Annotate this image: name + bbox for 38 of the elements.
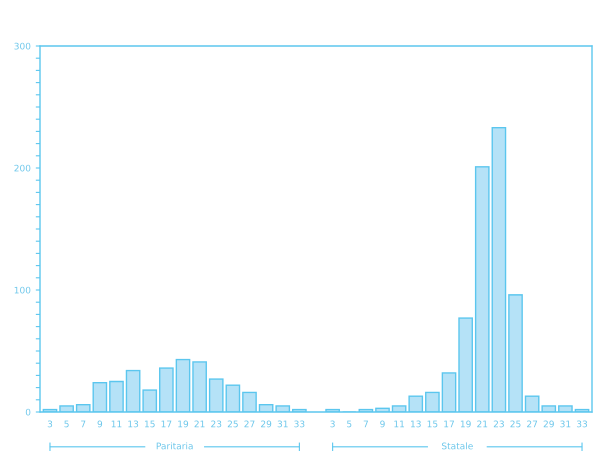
x-tick-label: 15	[144, 420, 155, 428]
x-tick-label: 17	[162, 420, 172, 428]
x-tick-label: 29	[544, 420, 554, 428]
x-tick-label: 25	[510, 420, 520, 428]
x-tick-label: 23	[494, 420, 504, 428]
x-tick-label: 3	[330, 420, 335, 428]
x-tick-label: 19	[178, 420, 188, 428]
text: Paritaria	[156, 442, 193, 450]
x-tick-label: 29	[261, 420, 272, 428]
x-tick-label: 17	[444, 420, 454, 428]
text: Statale	[442, 442, 473, 450]
x-tick-label: 5	[347, 420, 352, 428]
x-tick-label: 15	[428, 420, 438, 428]
x-tick-label: 23	[211, 420, 222, 428]
x-tick-label: 13	[411, 420, 421, 428]
y-tick-label: 0	[26, 408, 30, 416]
x-tick-label: 33	[576, 420, 588, 428]
x-tick-label: 25	[228, 420, 238, 428]
x-tick-label: 11	[394, 420, 404, 428]
y-tick-label: 200	[14, 164, 30, 172]
x-tick-label: 11	[112, 420, 122, 428]
x-tick-label: 9	[98, 420, 102, 428]
x-tick-label: 9	[380, 420, 385, 428]
x-tick-label: 19	[460, 420, 471, 428]
x-tick-label: 7	[364, 420, 368, 428]
x-tick-label: 21	[477, 420, 488, 428]
x-tick-label: 13	[128, 420, 138, 428]
y-tick-label: 300	[14, 42, 30, 50]
x-tick-label: 21	[194, 420, 205, 428]
x-tick-label: 31	[278, 420, 288, 428]
x-tick-label: 5	[64, 420, 69, 428]
x-tick-label: 3	[48, 420, 52, 428]
x-tick-label: 33	[294, 420, 304, 428]
x-tick-label: 27	[244, 420, 254, 428]
x-tick-label: 27	[527, 420, 538, 428]
x-tick-label: 7	[81, 420, 86, 428]
y-tick-label: 100	[14, 286, 30, 294]
x-tick-label: 31	[560, 420, 570, 428]
